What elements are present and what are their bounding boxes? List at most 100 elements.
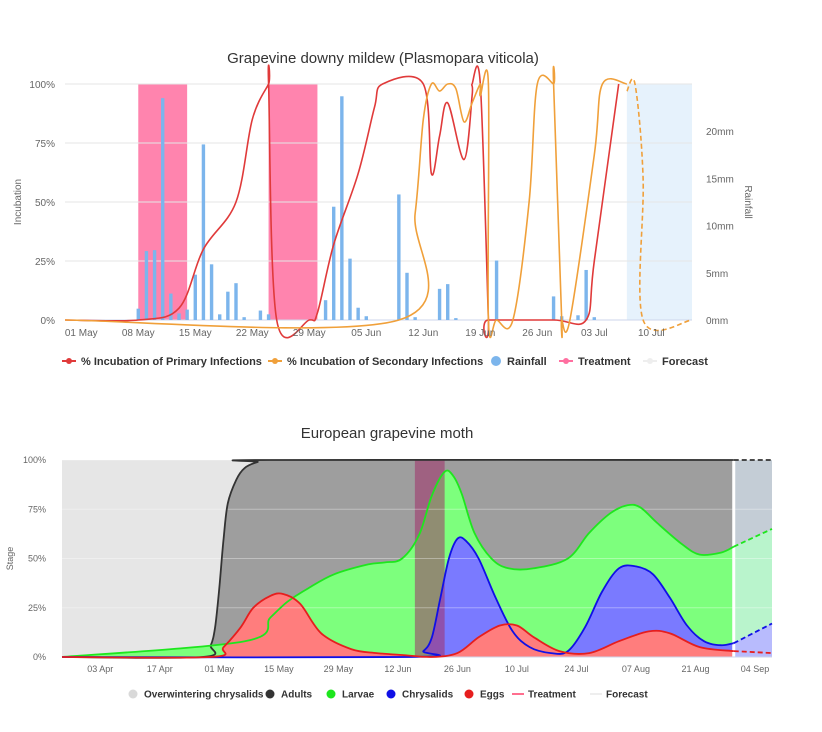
y-axis-title: Incubation bbox=[13, 179, 24, 225]
legend-forecast: Forecast bbox=[643, 356, 708, 368]
y2-tick-label: 5mm bbox=[706, 269, 728, 280]
rainfall-bar bbox=[258, 310, 263, 320]
rainfall-bar bbox=[136, 308, 140, 320]
legend-label: % Incubation of Primary Infections bbox=[81, 356, 262, 368]
rainfall-bar bbox=[413, 317, 417, 320]
forecast-chrysalids-line bbox=[733, 622, 773, 645]
rainfall-bar bbox=[356, 307, 360, 320]
treatment-band bbox=[414, 460, 445, 657]
legend-symbol bbox=[386, 689, 396, 699]
legend-larvae: Larvae bbox=[326, 689, 375, 701]
rainfall-bar bbox=[185, 309, 189, 320]
y-tick-label: 75% bbox=[35, 139, 55, 150]
legend-label: Forecast bbox=[662, 356, 708, 368]
y2-axis-title: Rainfall bbox=[742, 185, 753, 218]
legend-adults: Adults bbox=[265, 689, 313, 701]
y2-tick-label: 0mm bbox=[706, 316, 728, 327]
rainfall-bar bbox=[152, 250, 157, 320]
legend-marker bbox=[272, 358, 278, 364]
rainfall-bar bbox=[323, 300, 328, 320]
rainfall-bar bbox=[218, 314, 222, 320]
secondary-infection-line bbox=[64, 65, 628, 339]
rainfall-bar bbox=[437, 288, 442, 320]
rainfall-bar bbox=[576, 315, 580, 320]
y-tick-label: 25% bbox=[28, 603, 46, 613]
primary-infection-line bbox=[64, 64, 620, 339]
x-tick-label: 07 Aug bbox=[622, 664, 650, 674]
x-tick-label: 24 Jul bbox=[564, 664, 588, 674]
y-tick-label: 0% bbox=[41, 316, 56, 327]
legend-marker bbox=[647, 358, 653, 364]
x-tick-label: 29 May bbox=[324, 664, 354, 674]
legend-chrysalids: Chrysalids bbox=[386, 689, 454, 701]
downy-mildew-svg: Grapevine downy mildew (Plasmopara vitic… bbox=[13, 50, 753, 368]
larvae-area bbox=[62, 470, 734, 657]
legend-label: Forecast bbox=[606, 690, 648, 701]
legend-symbol bbox=[464, 689, 474, 699]
x-tick-label: 26 Jun bbox=[522, 328, 552, 339]
rainfall-bar bbox=[584, 269, 588, 320]
legend-label: Rainfall bbox=[507, 356, 547, 368]
rainfall-bar bbox=[193, 274, 197, 320]
legend-secondary: % Incubation of Secondary Infections bbox=[268, 356, 483, 368]
y-tick-label: 100% bbox=[29, 80, 55, 91]
x-tick-label: 10 Jul bbox=[638, 328, 665, 339]
legend-label: Eggs bbox=[480, 690, 505, 701]
forecast-larvae-area bbox=[733, 528, 772, 657]
rainfall-bar bbox=[446, 284, 450, 320]
y2-tick-label: 15mm bbox=[706, 174, 734, 185]
y-tick-label: 25% bbox=[35, 257, 55, 268]
legend-label: Larvae bbox=[342, 690, 375, 701]
grapevine-moth-chart: European grapevine moth 0% 25% 50% 75% 100% 0… bbox=[0, 390, 822, 732]
rainfall-bar bbox=[405, 272, 409, 320]
rainfall-bar bbox=[332, 206, 336, 320]
y-tick-label: 0% bbox=[33, 652, 46, 662]
y-tick-label: 50% bbox=[35, 198, 55, 209]
legend-label: Treatment bbox=[528, 690, 576, 701]
legend-eggs: Eggs bbox=[464, 689, 505, 701]
x-tick-label: 12 Jun bbox=[408, 328, 438, 339]
rainfall-bar bbox=[234, 283, 238, 320]
grapevine-moth-svg: European grapevine moth 0% 25% 50% 75% 100% 0… bbox=[5, 425, 773, 701]
legend-forecast: Forecast bbox=[590, 690, 648, 701]
x-tick-label: 15 May bbox=[179, 328, 212, 339]
adults-line bbox=[61, 458, 734, 659]
x-tick-label: 22 May bbox=[236, 328, 269, 339]
x-tick-label: 03 Jul bbox=[581, 328, 608, 339]
legend-symbol bbox=[265, 689, 275, 699]
y-tick-label: 100% bbox=[23, 455, 46, 465]
legend-treatment: Treatment bbox=[512, 690, 576, 701]
legend-label: Chrysalids bbox=[402, 690, 454, 701]
x-tick-label: 04 Sep bbox=[741, 664, 770, 674]
y2-tick-label: 20mm bbox=[706, 127, 734, 138]
downy-mildew-chart: Grapevine downy mildew (Plasmopara vitic… bbox=[13, 50, 753, 368]
rainfall-bar bbox=[340, 96, 344, 320]
rainfall-bar bbox=[201, 144, 206, 320]
chart-title: Grapevine downy mildew (Plasmopara vitic… bbox=[227, 50, 539, 67]
forecast-adults-area bbox=[733, 460, 772, 547]
x-tick-label: 03 Apr bbox=[87, 664, 113, 674]
x-tick-label: 17 Apr bbox=[147, 664, 173, 674]
y2-tick-label: 10mm bbox=[706, 222, 734, 233]
x-tick-label: 05 Jun bbox=[351, 328, 381, 339]
y-axis-title: Stage bbox=[5, 547, 15, 571]
rainfall-bar bbox=[551, 296, 556, 320]
legend-primary: % Incubation of Primary Infections bbox=[62, 356, 262, 368]
rainfall-bar bbox=[348, 258, 352, 320]
legend-treatment: Treatment bbox=[559, 356, 631, 368]
legend-symbol bbox=[326, 689, 336, 699]
x-tick-label: 08 May bbox=[122, 328, 155, 339]
y-tick-label: 50% bbox=[28, 554, 46, 564]
legend-symbol bbox=[128, 689, 138, 699]
legend-rainfall: Rainfall bbox=[491, 356, 547, 368]
x-tick-label: 26 Jun bbox=[444, 664, 471, 674]
chrysalids-line bbox=[61, 536, 734, 659]
forecast-chrysalids-area bbox=[733, 623, 772, 657]
legend-marker bbox=[66, 358, 72, 364]
rainfall-bar bbox=[592, 317, 596, 320]
eggs-line bbox=[61, 592, 734, 659]
legend-label: Treatment bbox=[578, 356, 631, 368]
chart-title: European grapevine moth bbox=[301, 425, 474, 442]
forecast-larvae-line bbox=[733, 528, 773, 548]
x-tick-label: 15 May bbox=[264, 664, 294, 674]
